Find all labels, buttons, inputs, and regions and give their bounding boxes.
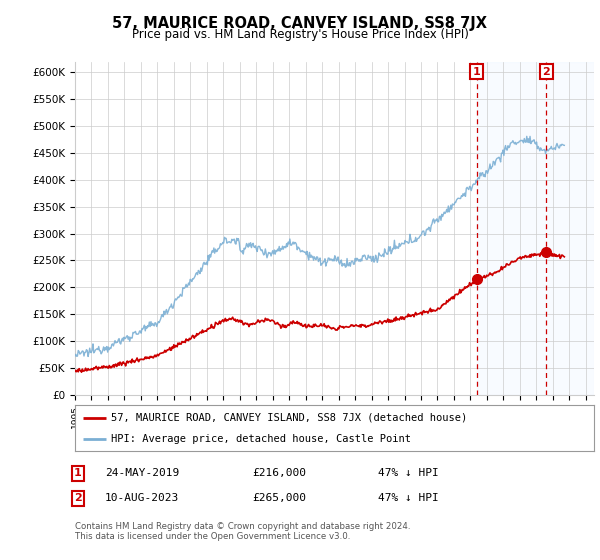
Text: 2: 2 bbox=[74, 493, 82, 503]
Text: 47% ↓ HPI: 47% ↓ HPI bbox=[378, 493, 439, 503]
Text: HPI: Average price, detached house, Castle Point: HPI: Average price, detached house, Cast… bbox=[112, 435, 412, 444]
Text: 1: 1 bbox=[74, 468, 82, 478]
Text: 24-MAY-2019: 24-MAY-2019 bbox=[105, 468, 179, 478]
Text: Contains HM Land Registry data © Crown copyright and database right 2024.: Contains HM Land Registry data © Crown c… bbox=[75, 522, 410, 531]
Text: £265,000: £265,000 bbox=[252, 493, 306, 503]
Text: Price paid vs. HM Land Registry's House Price Index (HPI): Price paid vs. HM Land Registry's House … bbox=[131, 28, 469, 41]
Text: 10-AUG-2023: 10-AUG-2023 bbox=[105, 493, 179, 503]
Bar bbox=[477, 62, 594, 395]
Text: 57, MAURICE ROAD, CANVEY ISLAND, SS8 7JX (detached house): 57, MAURICE ROAD, CANVEY ISLAND, SS8 7JX… bbox=[112, 413, 467, 423]
Text: This data is licensed under the Open Government Licence v3.0.: This data is licensed under the Open Gov… bbox=[75, 532, 350, 541]
Text: 47% ↓ HPI: 47% ↓ HPI bbox=[378, 468, 439, 478]
Text: £216,000: £216,000 bbox=[252, 468, 306, 478]
Text: 57, MAURICE ROAD, CANVEY ISLAND, SS8 7JX: 57, MAURICE ROAD, CANVEY ISLAND, SS8 7JX bbox=[113, 16, 487, 31]
Text: 2: 2 bbox=[542, 67, 550, 77]
Bar bbox=[561, 62, 594, 395]
Text: 1: 1 bbox=[473, 67, 481, 77]
